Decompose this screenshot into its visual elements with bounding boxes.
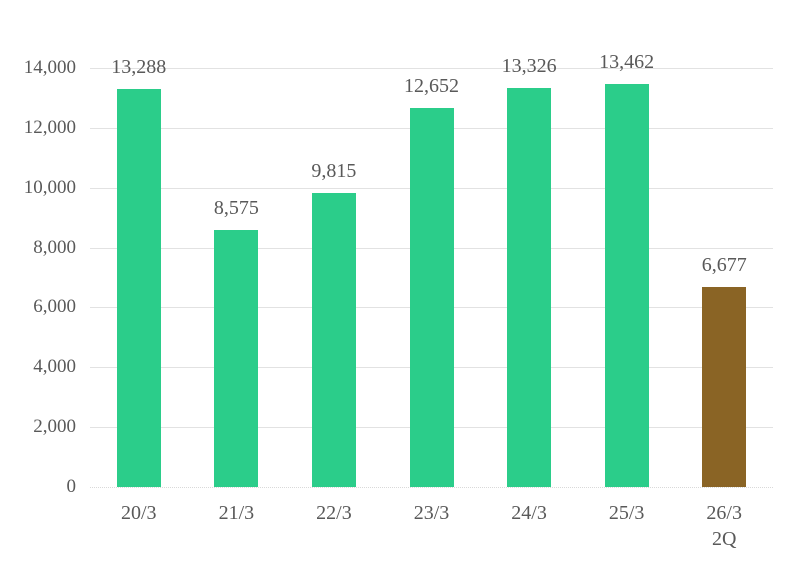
bar [507, 88, 552, 487]
x-axis-tick-label: 26/3 [706, 502, 742, 524]
x-axis-tick-label: 21/3 [218, 502, 255, 524]
bar [702, 287, 747, 487]
y-axis-tick-label: 0 [66, 476, 77, 497]
x-axis-category: 23/3 [414, 500, 450, 526]
y-axis-tick-label: 14,000 [23, 57, 76, 78]
bar [116, 89, 161, 487]
x-axis-tick-label: 24/3 [511, 502, 547, 524]
bar-value-label: 13,288 [111, 56, 167, 79]
x-axis-category: 22/3 [316, 500, 352, 526]
y-axis-tick-label: 4,000 [33, 356, 76, 378]
plot-area: 13,288 20/3 8,575 21/3 9,815 22/3 12,652 23/3 13… [90, 51, 773, 550]
bar [214, 230, 259, 487]
x-axis-tick-label: 23/3 [413, 502, 450, 524]
x-axis-category: 24/3 [511, 500, 547, 526]
y-axis-tick-label: 10,000 [23, 176, 76, 198]
bar-value-label: 13,326 [501, 55, 557, 78]
bar-value-label: 8,575 [213, 197, 259, 220]
x-axis-tick-sublabel: 2Q [711, 528, 737, 550]
x-axis-category: 20/3 [121, 500, 157, 526]
bar [311, 193, 356, 487]
x-axis-category: 21/3 [219, 500, 255, 526]
y-axis-tick-label: 2,000 [33, 416, 76, 438]
gridline [90, 68, 773, 69]
y-axis: 0 2,000 4,000 6,000 8,000 10,000 12,000 14,000 [0, 58, 76, 497]
y-axis-tick-label: 8,000 [33, 236, 76, 258]
x-axis-tick-label: 22/3 [316, 502, 352, 524]
y-axis-tick-label: 6,000 [33, 296, 76, 318]
bar [604, 84, 649, 487]
y-axis-tick-label: 12,000 [23, 116, 76, 138]
x-axis-baseline [90, 487, 773, 488]
x-axis-tick-label: 25/3 [608, 502, 645, 524]
x-axis-category: 26/3 2Q [706, 500, 742, 552]
bar-value-label: 13,462 [599, 51, 655, 74]
bar-value-label: 9,815 [311, 160, 357, 183]
x-axis-tick-label: 20/3 [121, 502, 157, 524]
bar [409, 108, 454, 487]
x-axis-category: 25/3 [609, 500, 645, 526]
bar-value-label: 6,677 [701, 254, 747, 277]
bar-value-label: 12,652 [404, 75, 459, 98]
